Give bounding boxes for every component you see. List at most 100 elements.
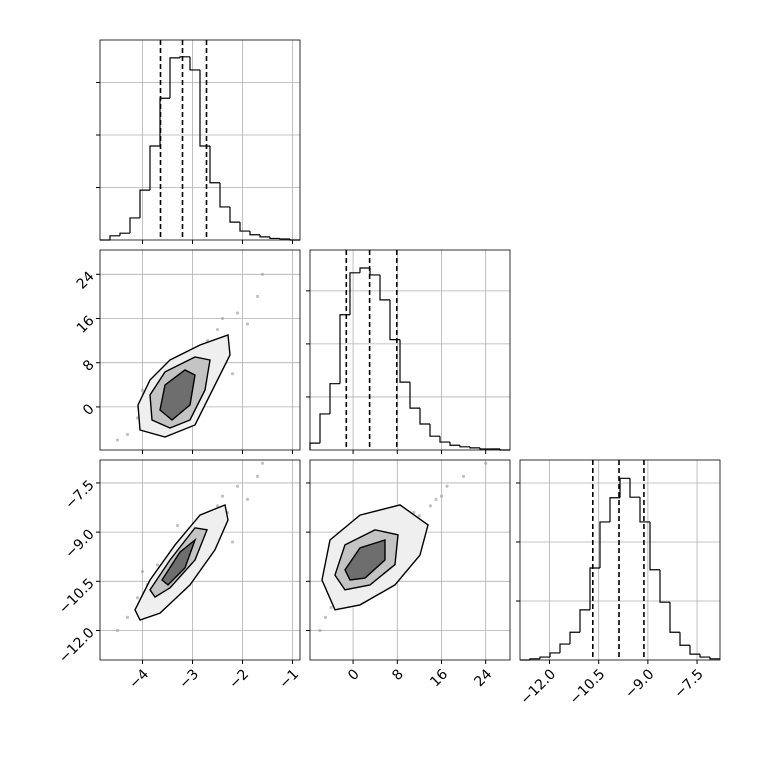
x-tick-label: −12.0 xyxy=(518,666,560,708)
x-tick-label: 16 xyxy=(427,666,451,690)
sample-point xyxy=(318,628,322,633)
contour xyxy=(344,539,386,581)
panel-frame xyxy=(309,249,511,451)
x-tick-label: −3 xyxy=(176,666,202,692)
sample-point xyxy=(230,372,235,376)
sample-point xyxy=(417,514,421,518)
histogram-step xyxy=(629,478,640,498)
histogram-step xyxy=(399,339,410,383)
sample-point xyxy=(428,504,433,508)
sample-point xyxy=(230,540,235,544)
histogram-step xyxy=(209,146,220,184)
sample-point xyxy=(439,494,444,498)
sample-point xyxy=(434,497,438,501)
histogram-step xyxy=(659,569,670,603)
contour xyxy=(159,369,196,421)
histogram-step xyxy=(459,445,470,448)
histogram-step xyxy=(429,424,440,437)
y-tick-label: 8 xyxy=(80,357,98,375)
sample-point xyxy=(260,461,265,465)
histogram-step xyxy=(229,206,240,223)
histogram-step xyxy=(589,567,600,610)
y-tick-label: −12.0 xyxy=(56,625,98,667)
panel-frame xyxy=(99,459,301,661)
histogram-step xyxy=(669,602,680,633)
histogram-step xyxy=(329,383,340,414)
histogram-step xyxy=(169,57,180,99)
sample-point xyxy=(412,510,416,515)
histogram-step xyxy=(149,145,160,191)
histogram-step xyxy=(709,657,720,660)
histogram-step xyxy=(419,408,430,425)
x-tick-label: 0 xyxy=(345,666,363,684)
histogram-step xyxy=(309,442,320,450)
histogram-step xyxy=(439,436,450,443)
histogram-step xyxy=(139,189,150,218)
sample-point xyxy=(260,272,265,276)
sample-point xyxy=(215,327,220,332)
panel-frame xyxy=(99,39,301,241)
sample-point xyxy=(484,461,488,465)
x-tick-label: −9.0 xyxy=(622,666,657,701)
histogram-step xyxy=(279,238,290,240)
sample-point xyxy=(255,474,260,478)
histogram-step xyxy=(249,231,260,236)
sample-point xyxy=(135,596,140,600)
sample-point xyxy=(115,628,120,633)
sample-point xyxy=(461,474,466,478)
sample-point xyxy=(235,311,240,315)
histogram-step xyxy=(119,232,130,236)
x-tick-label: 24 xyxy=(471,666,495,690)
y-tick-label: 16 xyxy=(74,313,98,337)
y-tick-label: −10.5 xyxy=(56,576,98,618)
histogram-step xyxy=(339,314,350,384)
histogram-step xyxy=(219,182,230,208)
sample-point xyxy=(140,388,145,392)
sample-point xyxy=(220,494,225,498)
panel: −12.0 −10.5 −9.0 −7.5 xyxy=(516,459,721,708)
panel-frame xyxy=(309,459,511,661)
histogram-step xyxy=(559,643,570,653)
sample-point xyxy=(155,563,160,567)
panel-frame xyxy=(99,249,301,451)
histogram-step xyxy=(599,521,610,568)
histogram-step xyxy=(239,222,250,232)
panel-frame xyxy=(519,459,721,661)
sample-point xyxy=(125,615,130,619)
histogram-step xyxy=(109,235,120,240)
panel xyxy=(306,249,511,454)
sample-point xyxy=(445,484,449,488)
histogram-step xyxy=(699,654,710,658)
x-tick-label: −1 xyxy=(276,666,302,692)
histogram-step xyxy=(679,632,690,646)
histogram-step xyxy=(689,645,700,655)
y-tick-label: −7.5 xyxy=(62,477,97,512)
histogram-step xyxy=(379,274,390,301)
sample-point xyxy=(215,504,220,508)
x-tick-label: −4 xyxy=(126,666,152,692)
histogram-step xyxy=(319,413,330,444)
sample-point xyxy=(323,615,328,619)
histogram-step xyxy=(389,299,400,341)
histogram-step xyxy=(639,497,650,523)
sample-point xyxy=(235,484,240,488)
histogram-step xyxy=(179,56,190,58)
histogram-step xyxy=(269,236,280,240)
histogram-step xyxy=(579,609,590,633)
histogram-step xyxy=(349,272,360,315)
histogram-step xyxy=(189,56,200,71)
sample-point xyxy=(329,605,333,610)
panel: 0 8 16 24 xyxy=(306,459,511,690)
sample-point xyxy=(245,497,250,501)
panel xyxy=(96,39,301,244)
x-tick-label: 8 xyxy=(389,666,407,684)
sample-point xyxy=(175,523,180,528)
histogram-step xyxy=(359,267,370,273)
histogram-step xyxy=(449,442,460,446)
panel: 0 8 16 24 xyxy=(74,249,301,454)
x-tick-label: −7.5 xyxy=(671,666,706,701)
histogram-step xyxy=(129,217,140,234)
x-tick-label: −10.5 xyxy=(567,666,609,708)
histogram-step xyxy=(259,234,270,238)
